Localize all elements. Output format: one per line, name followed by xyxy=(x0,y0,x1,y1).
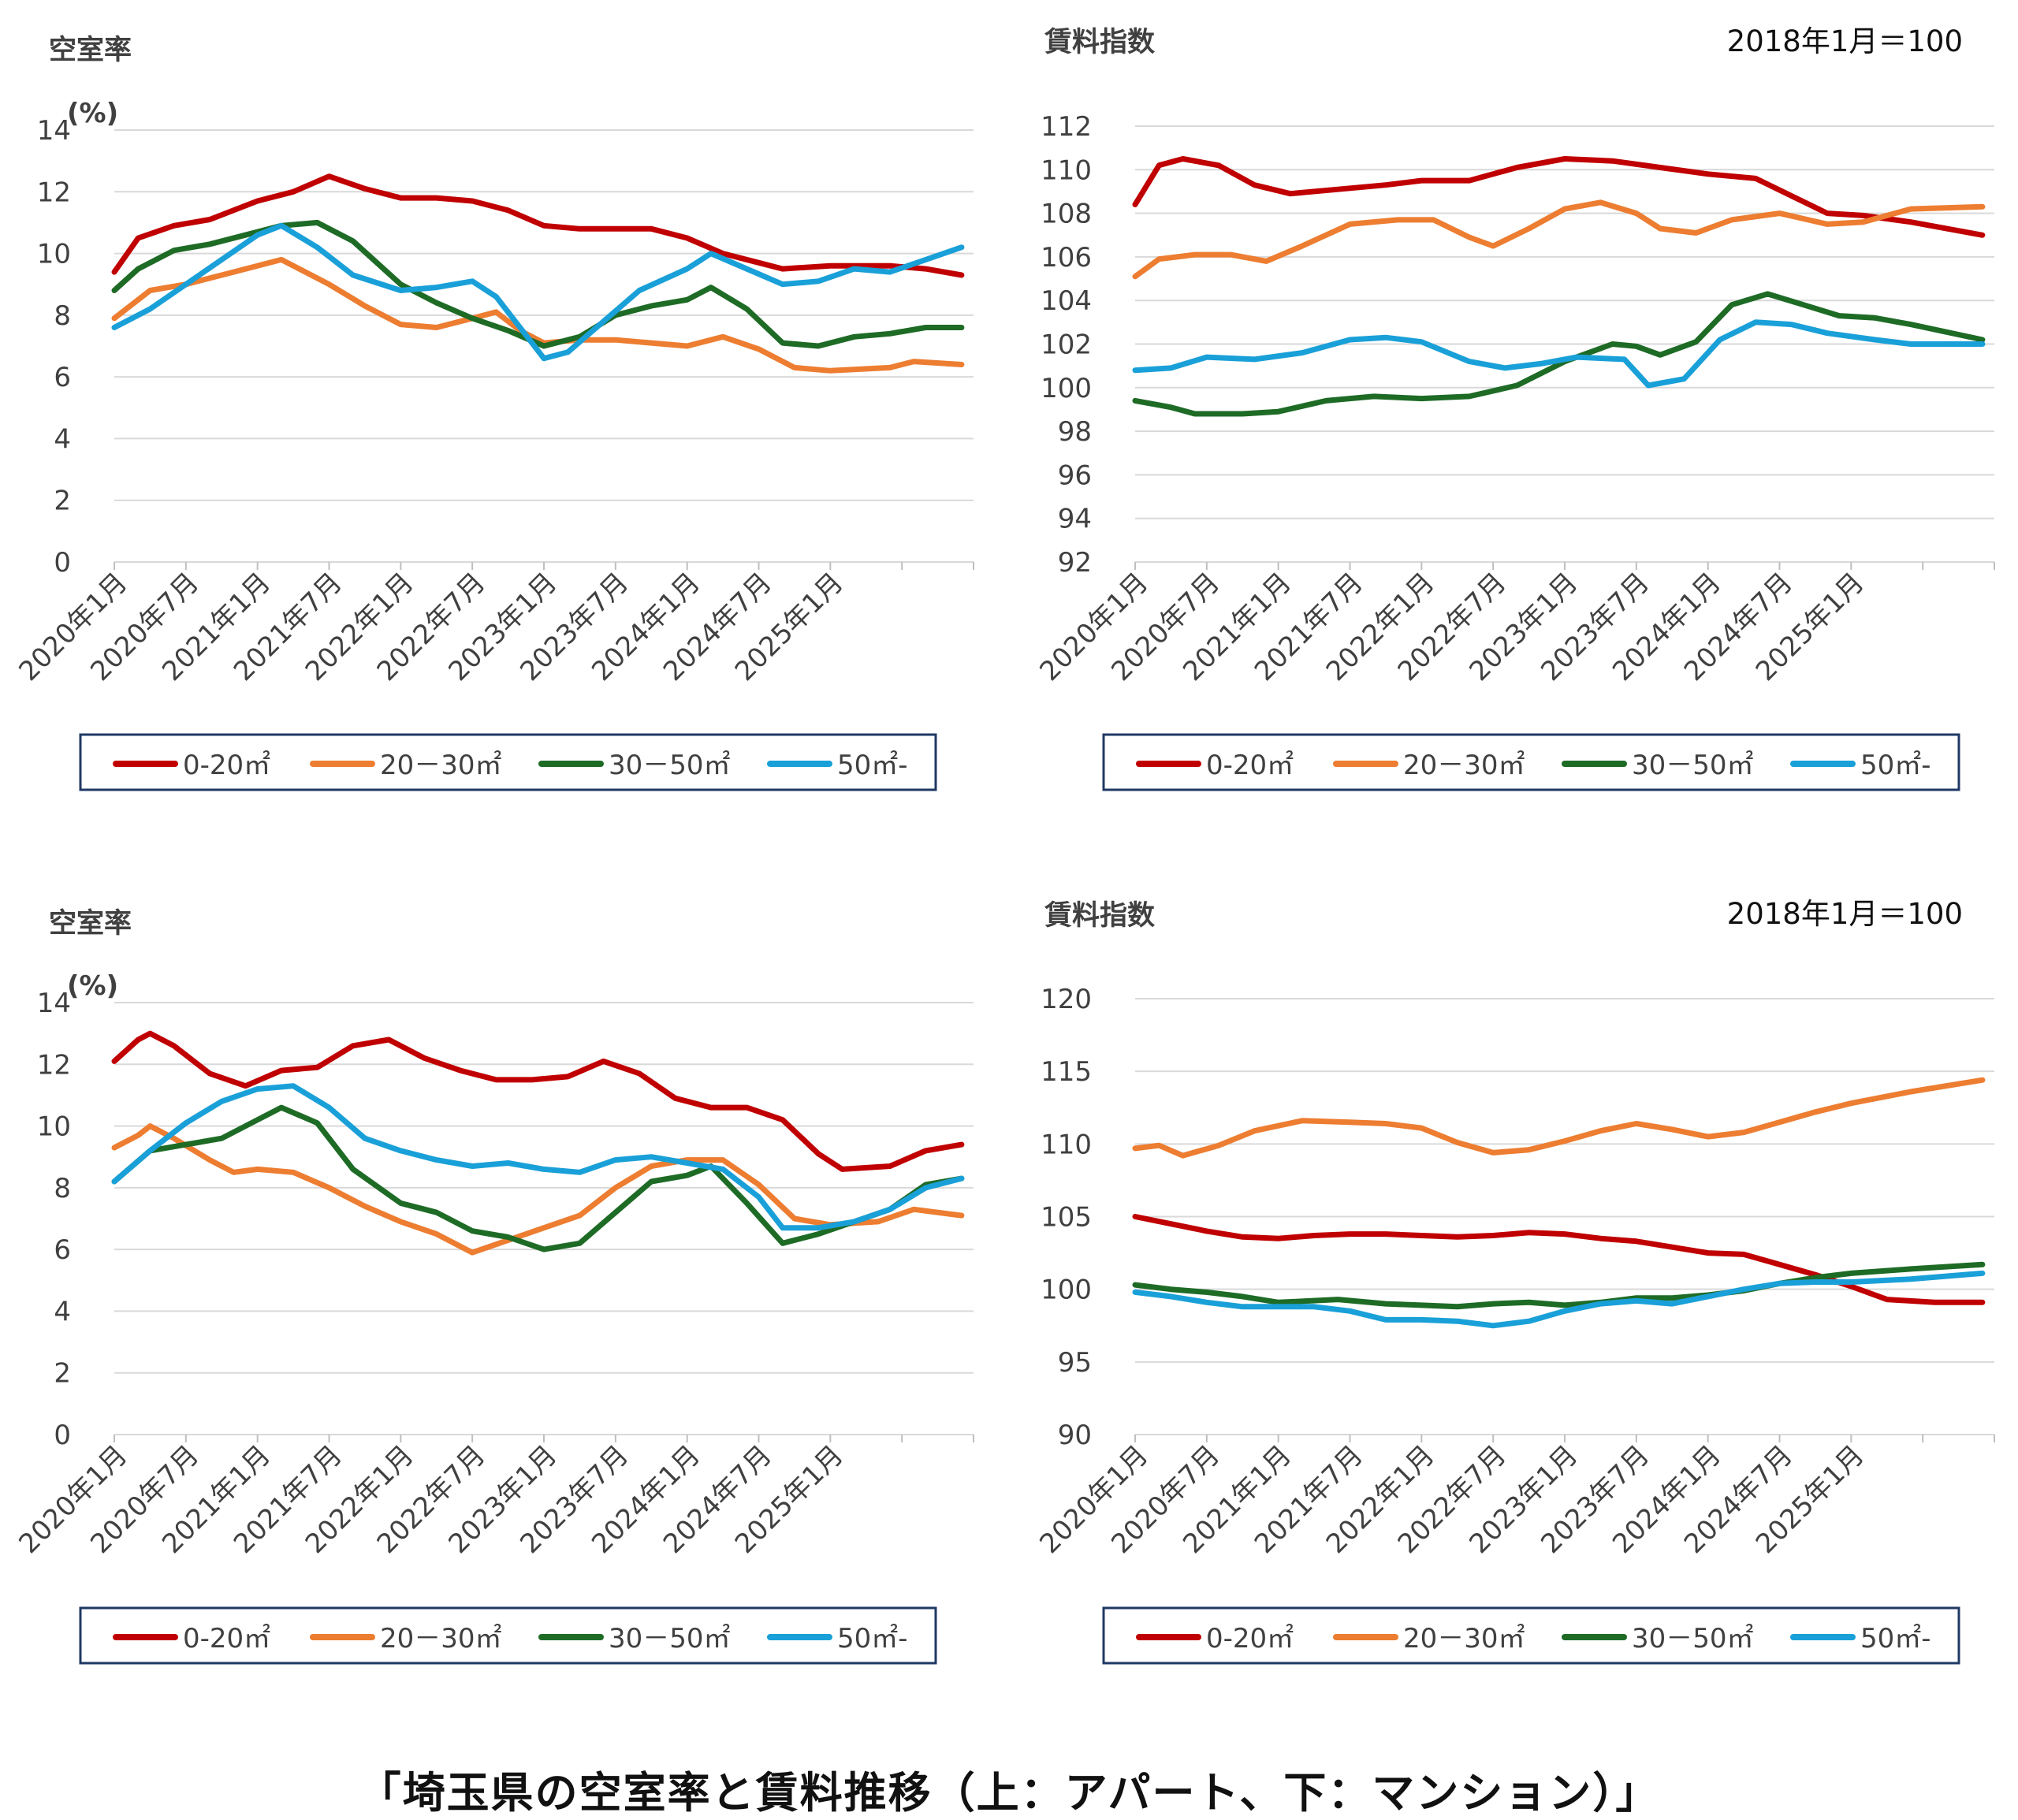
y-tick-label: 115 xyxy=(1041,1056,1092,1088)
legend-label-2: 20－30㎡ xyxy=(380,750,502,781)
chart-panel-apt-vacancy: 空室率(%)024681012142020年1月2020年7月2021年1月20… xyxy=(13,34,974,791)
legend-label-3: 30－50㎡ xyxy=(609,1623,731,1654)
y-tick-label: 105 xyxy=(1041,1202,1092,1234)
y-tick-label: 4 xyxy=(54,1296,71,1327)
series-line-3 xyxy=(1132,291,1986,417)
legend-label-2: 20－30㎡ xyxy=(1403,750,1525,781)
series-line-3 xyxy=(111,1104,965,1252)
y-tick-label: 108 xyxy=(1041,199,1092,230)
legend: 0-20㎡ 20－30㎡ 30－50㎡ 50㎡- xyxy=(79,1606,937,1665)
y-tick-label: 4 xyxy=(54,423,71,455)
y-tick-label: 2 xyxy=(54,486,71,517)
chart-panel-mansion-vacancy: 空室率(%)024681012142020年1月2020年7月2021年1月20… xyxy=(13,907,974,1665)
y-tick-label: 6 xyxy=(54,1234,71,1266)
y-tick-label: 10 xyxy=(37,1111,71,1143)
y-tick-label: 8 xyxy=(54,1173,71,1204)
y-tick-label: 96 xyxy=(1058,460,1092,491)
y-unit-label: (%) xyxy=(67,970,118,1002)
y-tick-label: 100 xyxy=(1041,373,1092,404)
y-tick-label: 95 xyxy=(1058,1347,1092,1379)
series-line-2 xyxy=(1132,199,1986,280)
legend: 0-20㎡ 20－30㎡ 30－50㎡ 50㎡- xyxy=(79,733,937,791)
y-tick-label: 110 xyxy=(1041,154,1092,186)
y-tick-label: 120 xyxy=(1041,984,1092,1015)
y-tick-label: 100 xyxy=(1041,1275,1092,1306)
legend-label-1: 0-20㎡ xyxy=(1206,1623,1294,1654)
y-tick-label: 92 xyxy=(1058,547,1092,579)
y-tick-label: 104 xyxy=(1041,285,1092,317)
y-tick-label: 14 xyxy=(37,988,71,1019)
chart-title: 空室率 xyxy=(49,907,132,940)
series-line-3 xyxy=(111,219,965,349)
y-tick-label: 94 xyxy=(1058,504,1092,535)
legend-label-3: 30－50㎡ xyxy=(1632,750,1754,781)
legend-label-4: 50㎡- xyxy=(837,750,908,781)
legend-label-3: 30－50㎡ xyxy=(609,750,731,781)
base-note: 2018年1月＝100 xyxy=(1727,897,1963,931)
legend-label-4: 50㎡- xyxy=(1860,1623,1931,1654)
y-tick-label: 10 xyxy=(37,239,71,270)
series-line-4 xyxy=(1132,1270,1986,1329)
y-tick-label: 112 xyxy=(1041,111,1092,143)
legend-label-4: 50㎡- xyxy=(837,1623,908,1654)
series-line-1 xyxy=(111,173,965,278)
chart-panel-mansion-rent: 賃料指数 2018年1月＝10090951001051101151202020年1… xyxy=(1034,897,1995,1665)
legend-label-2: 20－30㎡ xyxy=(1403,1623,1525,1654)
chart-title: 賃料指数 xyxy=(1044,900,1155,932)
y-tick-label: 106 xyxy=(1041,242,1092,274)
legend: 0-20㎡ 20－30㎡ 30－50㎡ 50㎡- xyxy=(1102,1606,1960,1665)
series-line-4 xyxy=(111,1083,965,1231)
y-tick-label: 14 xyxy=(37,115,71,147)
legend-label-2: 20－30㎡ xyxy=(380,1623,502,1654)
figure-caption: 「埼玉県の空室率と賃料推移（上：アパート、下：マンション）」 xyxy=(358,1768,1660,1818)
y-tick-label: 8 xyxy=(54,300,71,332)
chart-panel-apt-rent: 賃料指数 2018年1月＝100 92 94 96 98 100 102 104 106 108 11… xyxy=(1034,24,1995,791)
series-line-1 xyxy=(111,1030,965,1172)
series-line-2 xyxy=(1132,1077,1986,1159)
series-line-1 xyxy=(1132,156,1986,238)
y-tick-label: 98 xyxy=(1058,416,1092,448)
y-tick-label: 2 xyxy=(54,1358,71,1390)
y-tick-label: 6 xyxy=(54,362,71,393)
chart-title: 賃料指数 xyxy=(1044,27,1155,58)
legend-label-3: 30－50㎡ xyxy=(1632,1623,1754,1654)
y-tick-label: 0 xyxy=(54,1420,71,1451)
y-unit-label: (%) xyxy=(67,98,118,129)
series-line-4 xyxy=(1132,319,1986,389)
y-tick-label: 12 xyxy=(37,1049,71,1081)
y-tick-label: 0 xyxy=(54,547,71,579)
y-tick-label: 12 xyxy=(37,177,71,208)
series-line-4 xyxy=(111,222,965,362)
series-line-2 xyxy=(111,1123,965,1256)
legend-label-1: 0-20㎡ xyxy=(183,750,270,781)
y-tick-label: 90 xyxy=(1058,1420,1092,1451)
base-note: 2018年1月＝100 xyxy=(1727,24,1963,58)
legend-label-4: 50㎡- xyxy=(1860,750,1931,781)
y-tick-label: 110 xyxy=(1041,1129,1092,1160)
legend: 0-20㎡ 20－30㎡ 30－50㎡ 50㎡- xyxy=(1102,733,1960,791)
legend-label-1: 0-20㎡ xyxy=(1206,750,1294,781)
y-tick-label: 102 xyxy=(1041,329,1092,361)
chart-title: 空室率 xyxy=(49,34,132,66)
legend-label-1: 0-20㎡ xyxy=(183,1623,270,1654)
